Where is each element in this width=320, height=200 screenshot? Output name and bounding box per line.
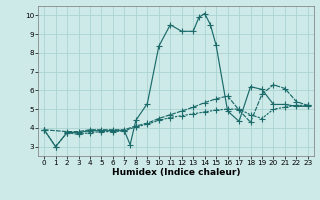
- X-axis label: Humidex (Indice chaleur): Humidex (Indice chaleur): [112, 168, 240, 177]
